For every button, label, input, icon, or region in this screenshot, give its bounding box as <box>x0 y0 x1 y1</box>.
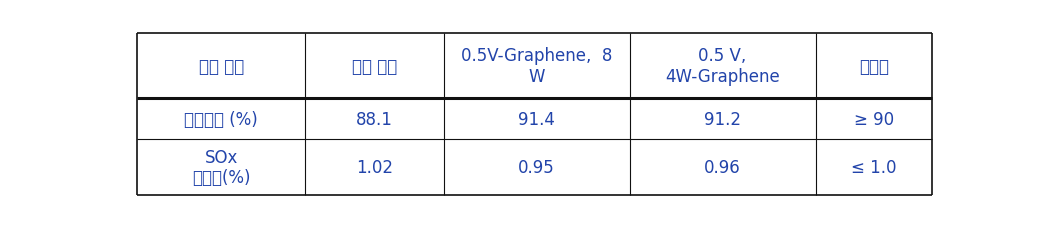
Text: 탈질효율 (%): 탈질효율 (%) <box>185 110 258 128</box>
Text: 91.2: 91.2 <box>704 110 742 128</box>
Text: 상용 촉매: 상용 촉매 <box>351 57 397 75</box>
Text: 1.02: 1.02 <box>356 158 393 176</box>
Text: ≥ 90: ≥ 90 <box>854 110 894 128</box>
Text: 0.5 V,
4W-Graphene: 0.5 V, 4W-Graphene <box>665 47 780 86</box>
Text: 0.95: 0.95 <box>518 158 555 176</box>
Text: 0.5V-Graphene,  8
W: 0.5V-Graphene, 8 W <box>461 47 612 86</box>
Text: 91.4: 91.4 <box>518 110 555 128</box>
Text: SOx
전환율(%): SOx 전환율(%) <box>192 148 250 187</box>
Text: ≤ 1.0: ≤ 1.0 <box>851 158 897 176</box>
Text: 목표치: 목표치 <box>858 57 889 75</box>
Text: 0.96: 0.96 <box>704 158 741 176</box>
Text: 촉매 성능: 촉매 성능 <box>198 57 244 75</box>
Text: 88.1: 88.1 <box>356 110 393 128</box>
